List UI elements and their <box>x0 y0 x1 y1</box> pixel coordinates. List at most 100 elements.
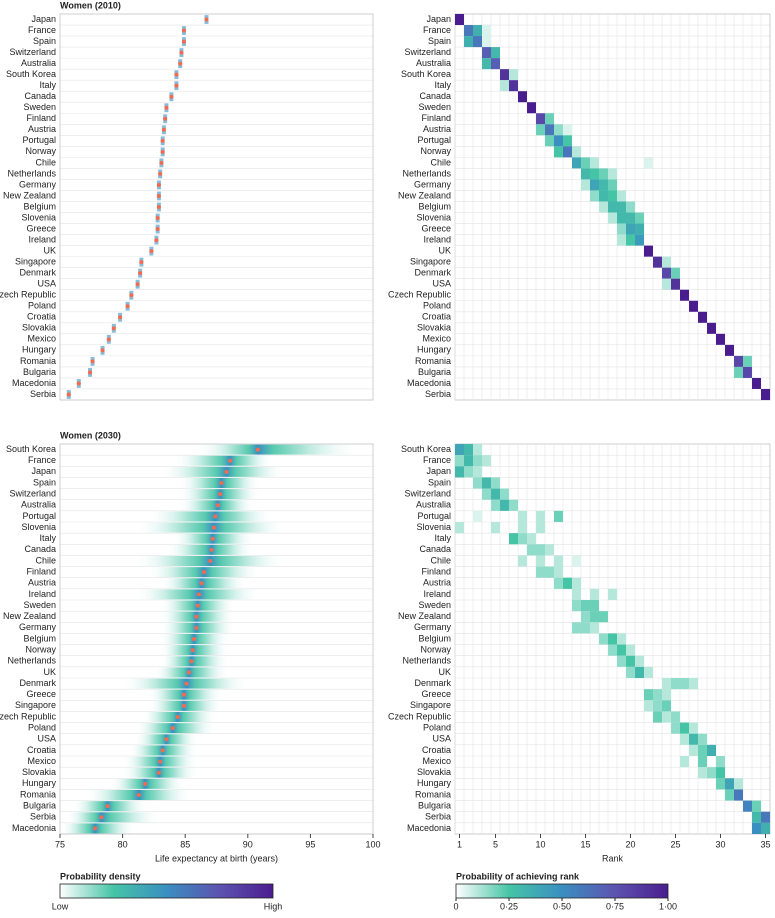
cell <box>626 234 635 246</box>
row-label: UK <box>43 245 56 255</box>
cell <box>662 689 671 701</box>
row-label: Australia <box>416 500 451 510</box>
cell <box>617 234 626 246</box>
point <box>208 559 213 563</box>
cell <box>671 711 680 723</box>
point <box>155 216 160 221</box>
point <box>156 182 161 187</box>
cell <box>689 733 698 745</box>
cell <box>653 700 662 712</box>
cell <box>491 499 500 511</box>
row-label: USA <box>37 734 56 744</box>
cell <box>527 102 536 114</box>
cell <box>581 179 590 191</box>
row-label: Romania <box>415 789 451 799</box>
cell <box>608 588 617 600</box>
row-label: New Zealand <box>398 190 451 200</box>
row-label: Norway <box>420 146 451 156</box>
point <box>194 625 199 630</box>
colorbar <box>455 883 669 899</box>
point <box>195 603 200 608</box>
cell <box>599 633 608 645</box>
cell <box>473 466 482 478</box>
row-label: Sweden <box>23 102 56 112</box>
point <box>190 648 195 653</box>
point <box>99 815 104 820</box>
point <box>143 781 148 786</box>
point <box>156 193 161 198</box>
row-label: Norway <box>25 146 56 156</box>
cell <box>725 344 734 356</box>
cell <box>518 522 527 534</box>
row-label: Greece <box>421 689 451 699</box>
row-label: Germany <box>414 179 452 189</box>
cell <box>734 778 743 790</box>
cell <box>716 756 725 768</box>
row-label: Serbia <box>30 812 56 822</box>
row-label: USA <box>432 734 451 744</box>
row-label: New Zealand <box>3 611 56 621</box>
cell <box>500 499 509 511</box>
row-label: Czech Republic <box>0 290 56 300</box>
cell <box>734 789 743 801</box>
row-label: Macedonia <box>407 823 451 833</box>
cell <box>698 733 707 745</box>
row-label: Ireland <box>28 234 56 244</box>
cell <box>509 80 518 92</box>
point <box>199 581 204 586</box>
cell <box>536 566 545 578</box>
density-strip <box>135 723 217 734</box>
row-label: Denmark <box>19 268 56 278</box>
row-label: Canada <box>419 544 451 554</box>
cell <box>590 179 599 191</box>
point <box>215 503 220 508</box>
point <box>100 348 105 353</box>
cell <box>572 157 581 169</box>
row-label: Slovakia <box>417 767 451 777</box>
cell <box>761 822 770 834</box>
cell <box>599 201 608 213</box>
row-label: Belgium <box>418 633 451 643</box>
point <box>139 260 144 265</box>
row-label: Netherlands <box>7 168 56 178</box>
point <box>160 138 165 143</box>
row-label: France <box>28 455 56 465</box>
cell <box>491 488 500 500</box>
row-label: Bulgaria <box>418 801 451 811</box>
row-label: New Zealand <box>398 611 451 621</box>
row-label: Switzerland <box>404 47 451 57</box>
row-label: Mexico <box>27 334 56 344</box>
row-label: Netherlands <box>7 656 56 666</box>
cell <box>707 767 716 779</box>
cell <box>563 124 572 136</box>
cell <box>599 611 608 623</box>
row-label: France <box>423 25 451 35</box>
cell <box>707 744 716 756</box>
point <box>93 826 98 831</box>
cell <box>608 201 617 213</box>
cell <box>500 80 509 92</box>
row-label: UK <box>438 667 451 677</box>
row-label: Australia <box>416 58 451 68</box>
cell <box>635 655 644 667</box>
cell <box>617 212 626 224</box>
row-label: Sweden <box>418 102 451 112</box>
row-label: Norway <box>25 645 56 655</box>
point <box>174 83 179 88</box>
density-strip <box>160 578 248 589</box>
cell <box>680 678 689 690</box>
row-label: Netherlands <box>402 168 451 178</box>
point <box>125 304 130 309</box>
row-label: Denmark <box>414 268 451 278</box>
row-label: Czech Republic <box>388 711 452 721</box>
point <box>129 293 134 298</box>
x-tick-label: 15 <box>580 839 590 849</box>
row-label: Italy <box>39 80 56 90</box>
row-label: Chile <box>35 157 56 167</box>
row-label: Czech Republic <box>388 290 452 300</box>
cell <box>473 477 482 489</box>
row-label: UK <box>438 245 451 255</box>
row-label: USA <box>432 279 451 289</box>
density-strip <box>147 511 273 522</box>
cell <box>554 577 563 589</box>
